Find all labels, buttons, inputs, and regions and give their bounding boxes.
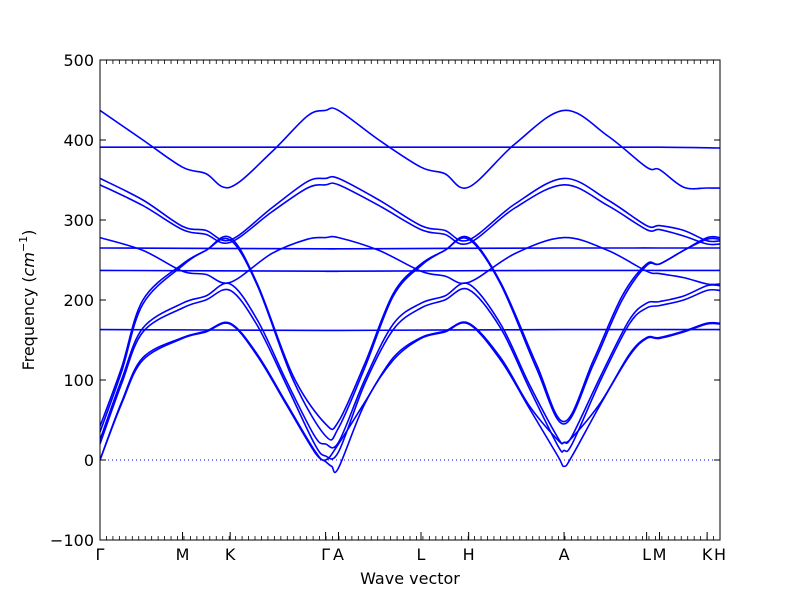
y-tick-label: 400: [63, 131, 94, 150]
kpoint-label: K: [702, 545, 713, 564]
band-line-2: [100, 146, 720, 149]
band-line-10: [100, 235, 720, 431]
band-line-8: [100, 328, 720, 332]
y-axis-label-exponent: −1: [17, 236, 30, 252]
band-line-3: [100, 175, 720, 243]
kpoint-label: A: [333, 545, 344, 564]
band-line-4: [100, 182, 720, 246]
kpoint-label: H: [463, 545, 475, 564]
band-line-11: [100, 282, 720, 449]
y-axis-label-unit: cm: [19, 252, 38, 276]
band-line-7: [100, 269, 720, 273]
y-axis-label-main: Frequency (: [19, 276, 38, 370]
kpoint-label: Γ: [321, 545, 330, 564]
kpoint-label: A: [559, 545, 570, 564]
y-tick-label: 0: [84, 451, 94, 470]
kpoint-label: Γ: [96, 545, 105, 564]
y-tick-label: 100: [63, 371, 94, 390]
y-axis-label-close: ): [19, 230, 38, 236]
band-line-1: [100, 107, 720, 190]
plot-area: [100, 107, 720, 474]
x-axis-label: Wave vector: [360, 569, 460, 588]
y-tick-label: 300: [63, 211, 94, 230]
y-axis-label: Frequency (cm−1): [17, 230, 38, 371]
kpoint-label: M: [653, 545, 667, 564]
y-tick-label: 500: [63, 51, 94, 70]
band-line-14: [100, 321, 720, 462]
kpoint-label: K: [225, 545, 236, 564]
kpoint-label: M: [176, 545, 190, 564]
band-line-6: [100, 247, 720, 250]
kpoint-label: L: [642, 545, 651, 564]
y-tick-label: −100: [50, 531, 94, 550]
kpoint-label: H: [714, 545, 726, 564]
band-line-12: [100, 287, 720, 460]
y-axis-ticks: −100 0 100 200 300 400 500: [50, 51, 720, 550]
y-tick-label: 200: [63, 291, 94, 310]
kpoint-label: L: [417, 545, 426, 564]
